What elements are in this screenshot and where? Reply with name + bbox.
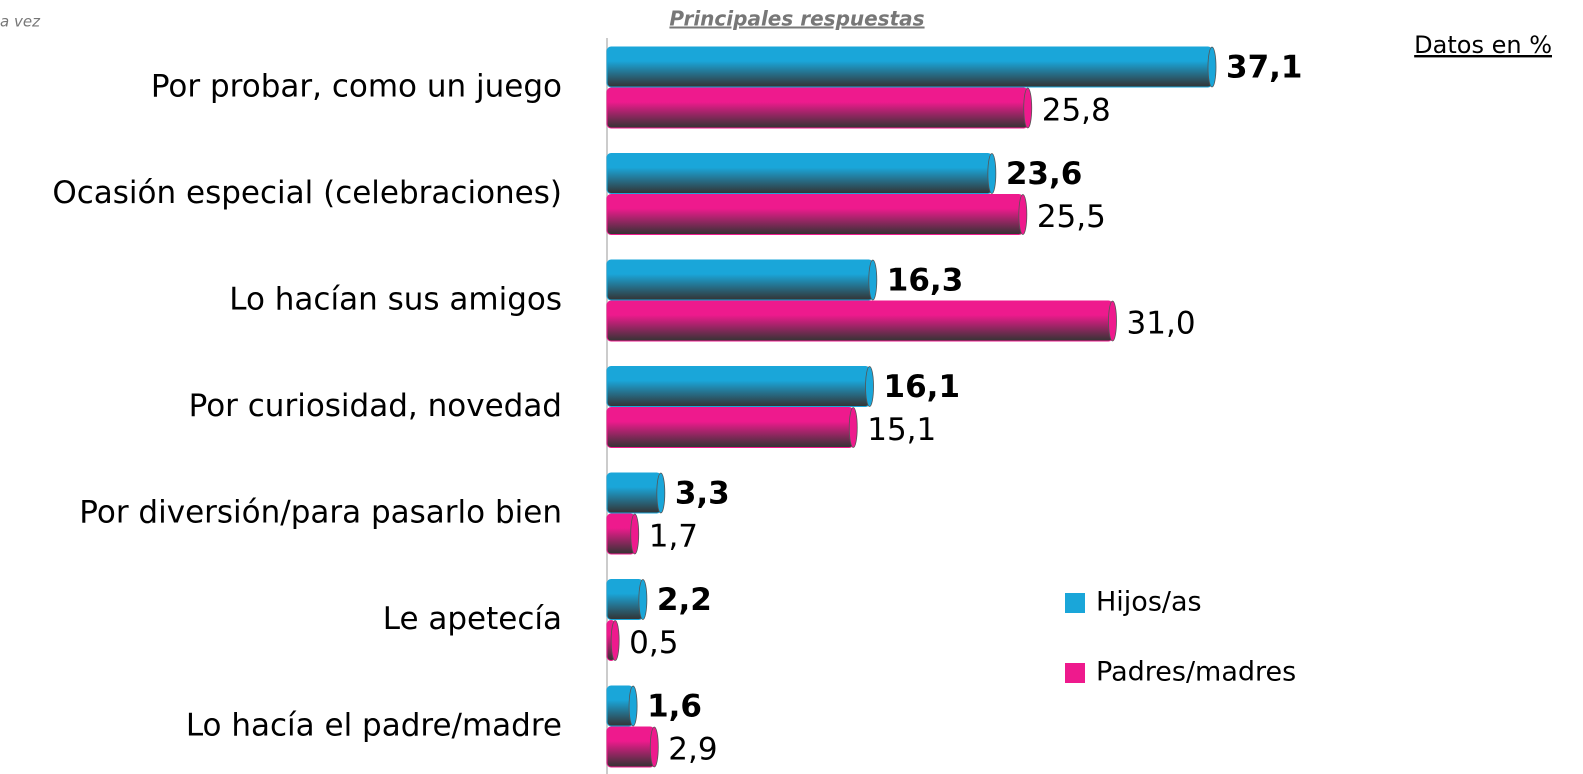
category-label: Por probar, como un juego <box>151 69 562 105</box>
bar <box>606 259 874 301</box>
chart-title: Principales respuestas <box>669 7 924 31</box>
value-label: 2,9 <box>668 732 717 768</box>
bar <box>606 46 1213 88</box>
value-label: 37,1 <box>1226 50 1303 86</box>
bar-cap <box>987 153 997 194</box>
category-label: Lo hacía el padre/madre <box>186 708 562 744</box>
category-label: Lo hacían sus amigos <box>229 282 562 318</box>
value-label: 25,5 <box>1037 199 1106 235</box>
value-label: 2,2 <box>657 582 712 618</box>
bar-cap <box>630 513 640 555</box>
legend-label: Hijos/as <box>1096 587 1202 618</box>
bar <box>606 366 871 407</box>
legend-label: Padres/madres <box>1096 657 1296 688</box>
value-label: 16,3 <box>887 263 964 299</box>
value-label: 31,0 <box>1127 306 1196 342</box>
value-label: 23,6 <box>1006 156 1083 192</box>
bar-cap <box>610 620 620 661</box>
value-label: 1,6 <box>647 689 702 725</box>
bar-cap <box>649 726 659 768</box>
bar <box>606 300 1114 342</box>
bar-cap <box>868 259 878 301</box>
value-label: 3,3 <box>675 476 730 512</box>
bar-cap <box>865 366 874 407</box>
bar-cap <box>656 472 666 514</box>
bar-cap <box>628 685 638 727</box>
bar-cap <box>1023 87 1033 129</box>
bar-cap <box>1108 300 1117 342</box>
value-label: 16,1 <box>884 369 961 405</box>
category-label: Ocasión especial (celebraciones) <box>52 175 562 211</box>
bar-cap <box>1207 46 1217 88</box>
bar <box>606 194 1024 235</box>
category-label: Por curiosidad, novedad <box>189 388 562 424</box>
bar-cap <box>638 579 648 620</box>
bar-cap <box>1018 194 1028 235</box>
bar <box>606 726 655 768</box>
value-label: 1,7 <box>649 519 698 555</box>
bar-cap <box>848 407 858 448</box>
category-label: Le apetecía <box>383 601 562 637</box>
bar <box>606 153 993 194</box>
bar <box>606 87 1029 129</box>
value-label: 25,8 <box>1042 93 1111 129</box>
category-label: Por diversión/para pasarlo bien <box>79 495 562 531</box>
bar <box>606 472 662 514</box>
bar <box>606 407 854 448</box>
value-label: 15,1 <box>867 412 936 448</box>
bar <box>606 579 644 620</box>
header-fragment: a vez <box>0 13 41 31</box>
note: Datos en % <box>1414 31 1552 59</box>
legend-swatch <box>1065 663 1085 683</box>
legend-swatch <box>1065 593 1085 613</box>
value-label: 0,5 <box>629 625 678 661</box>
